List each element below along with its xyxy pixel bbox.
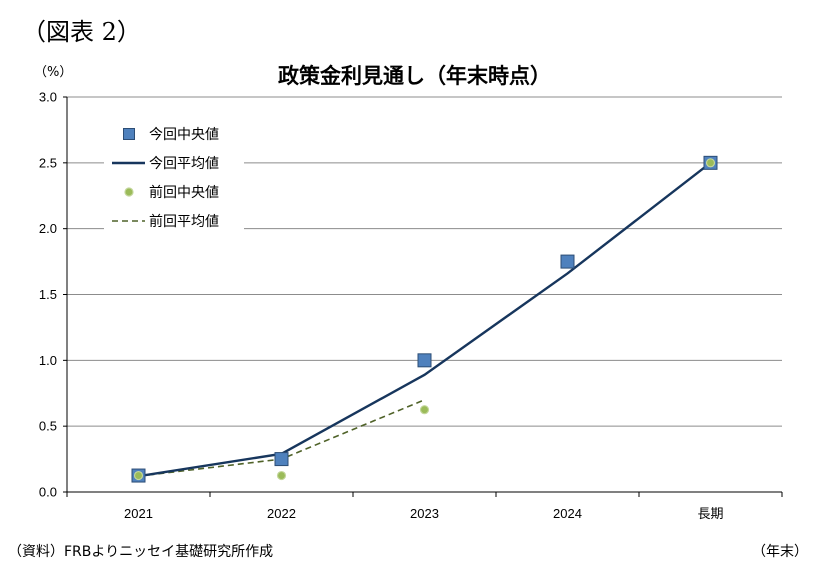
source-note: （資料）FRBよりニッセイ基礎研究所作成 (8, 544, 274, 560)
x-tick-label: 2023 (410, 506, 439, 521)
y-axis-unit-label: （%） (34, 65, 73, 80)
y-tick-label: 3.0 (39, 90, 57, 105)
point-current-median (560, 254, 575, 269)
x-tick-label: 2024 (553, 506, 582, 521)
series-line-current-average (138, 161, 712, 478)
point-current-median (417, 353, 432, 368)
y-tick-label: 2.5 (39, 155, 57, 170)
y-tick-label: 0.0 (39, 485, 57, 500)
x-tick-label: 2022 (267, 506, 296, 521)
point-previous-median (276, 470, 287, 481)
figure-label: （図表 2） (22, 18, 141, 46)
point-previous-median (133, 470, 144, 481)
y-tick-label: 1.0 (39, 353, 57, 368)
legend-label: 前回中央値 (149, 184, 219, 201)
legend-label: 今回中央値 (149, 127, 219, 143)
legend-label: 今回平均値 (149, 156, 219, 172)
x-tick-label: 長期 (697, 506, 723, 521)
y-tick-label: 2.0 (39, 221, 57, 236)
y-tick-label: 1.5 (39, 287, 57, 302)
point-current-median (274, 452, 289, 467)
legend-label: 前回平均値 (149, 213, 219, 230)
x-tick-label: 2021 (124, 506, 153, 521)
point-previous-median (705, 158, 716, 168)
point-previous-median (419, 405, 430, 415)
legend-swatch-previous-median (124, 187, 134, 197)
x-axis-unit-label: （年末） (752, 544, 808, 560)
legend-swatch-current-median (123, 128, 135, 140)
y-tick-label: 0.5 (39, 419, 57, 434)
chart-title: 政策金利見通し（年末時点） (278, 64, 551, 88)
